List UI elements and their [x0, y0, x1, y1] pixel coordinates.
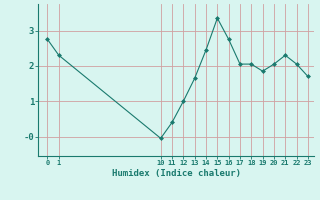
X-axis label: Humidex (Indice chaleur): Humidex (Indice chaleur) [111, 169, 241, 178]
